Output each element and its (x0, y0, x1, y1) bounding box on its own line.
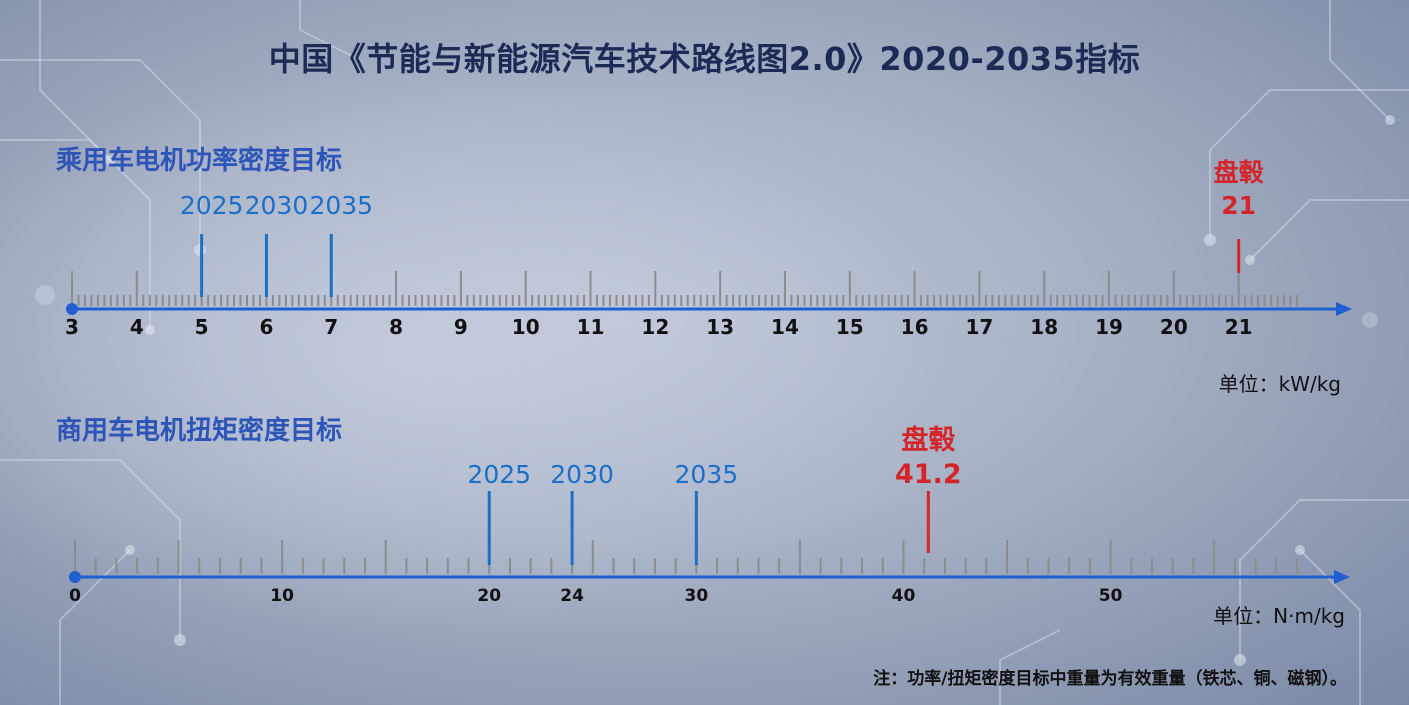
axis-tick-label: 12 (641, 315, 669, 339)
axis-tick-label: 14 (771, 315, 799, 339)
target-year-label: 2025 (180, 191, 244, 220)
axis-tick-label: 6 (259, 315, 273, 339)
axis-tick-label: 10 (270, 586, 294, 606)
pcar-ticks (71, 271, 1298, 306)
ccar-ticks (74, 540, 1298, 574)
axis-tick-label: 5 (195, 315, 209, 339)
target-year-label: 2035 (309, 191, 373, 220)
axis-tick-label: 15 (836, 315, 864, 339)
commercial-section-title: 商用车电机扭矩密度目标 (56, 416, 343, 446)
benchmark-value: 41.2 (895, 459, 962, 490)
axis-tick-label: 20 (1160, 315, 1188, 339)
benchmark-value: 21 (1221, 191, 1256, 220)
axis-tick-label: 9 (454, 315, 468, 339)
axis-tick-label: 16 (901, 315, 929, 339)
axis-tick-label: 0 (69, 586, 81, 606)
pcar-axis-arrow (1336, 302, 1352, 316)
ccar-axis-origin-dot (69, 571, 81, 583)
benchmark-name: 盘毂 (901, 424, 955, 456)
axis-tick-label: 24 (560, 586, 584, 606)
ccar-axis-arrow (1334, 570, 1350, 584)
axis-tick-label: 11 (577, 315, 605, 339)
axis-tick-label: 7 (324, 315, 338, 339)
axis-tick-label: 30 (685, 586, 709, 606)
axis-tick-label: 3 (65, 315, 79, 339)
target-year-label: 2025 (467, 460, 531, 489)
axis-tick-label: 4 (130, 315, 144, 339)
axis-tick-label: 40 (892, 586, 916, 606)
axis-tick-label: 18 (1030, 315, 1058, 339)
page-title: 中国《节能与新能源汽车技术路线图2.0》2020-2035指标 (268, 40, 1141, 78)
benchmark-name: 盘毂 (1214, 158, 1264, 187)
target-year-label: 2030 (550, 460, 614, 489)
axis-tick-label: 50 (1099, 586, 1123, 606)
footnote: 注：功率/扭矩密度目标中重量为有效重量（铁芯、铜、磁钢）。 (873, 669, 1347, 689)
axis-tick-label: 8 (389, 315, 403, 339)
axis-tick-label: 13 (706, 315, 734, 339)
passenger-section-title: 乘用车电机功率密度目标 (56, 146, 343, 176)
axis-tick-label: 21 (1225, 315, 1253, 339)
target-year-label: 2035 (675, 460, 739, 489)
commercial-unit: 单位：N·m/kg (1213, 604, 1345, 628)
axis-tick-label: 19 (1095, 315, 1123, 339)
axis-tick-label: 20 (477, 586, 501, 606)
axis-tick-label: 10 (512, 315, 540, 339)
pcar-axis-origin-dot (66, 303, 78, 315)
axis-tick-label: 17 (965, 315, 993, 339)
target-year-label: 2030 (245, 191, 309, 220)
passenger-unit: 单位：kW/kg (1218, 372, 1341, 396)
